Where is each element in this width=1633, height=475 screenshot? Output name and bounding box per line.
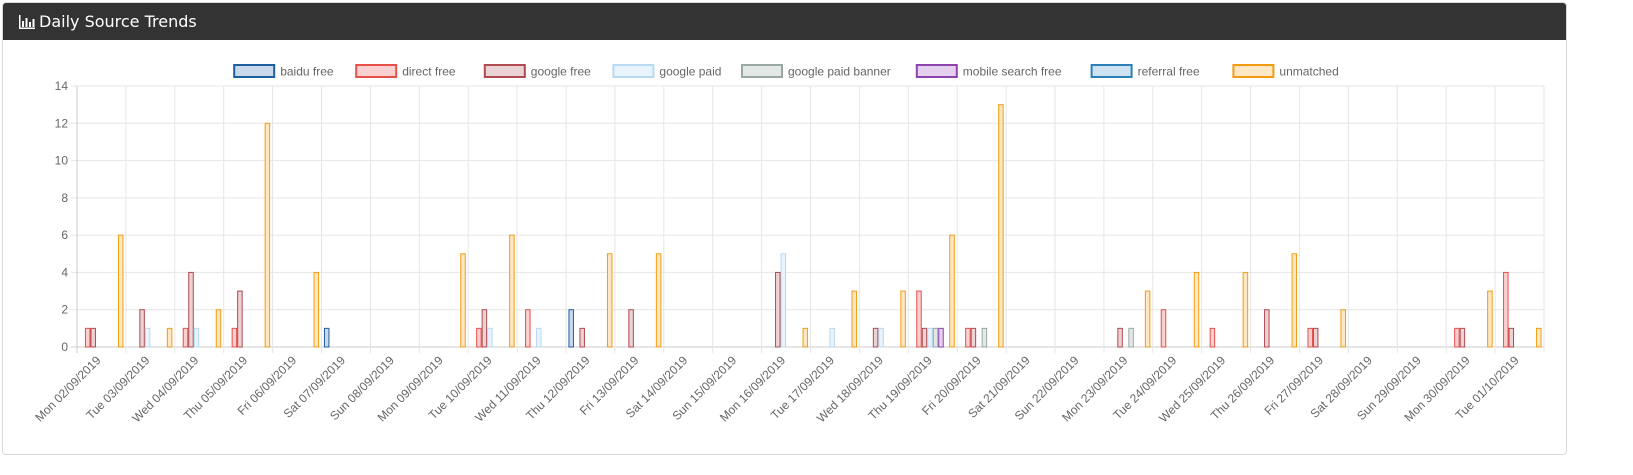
- bar: [323, 327, 330, 348]
- bar: [1117, 327, 1123, 348]
- bar: [1144, 290, 1151, 348]
- legend-swatch: [915, 64, 958, 78]
- legend-swatch: [1090, 64, 1133, 78]
- legend-label: mobile search free: [963, 65, 1062, 79]
- bar: [1193, 271, 1200, 348]
- y-tick-label: 8: [61, 191, 68, 205]
- bar: [460, 253, 466, 348]
- bar: [193, 327, 200, 348]
- legend-swatch: [483, 64, 526, 78]
- bar: [476, 327, 482, 348]
- bar: [264, 122, 271, 348]
- y-tick-label: 12: [55, 116, 69, 130]
- bar: [1487, 290, 1493, 348]
- bar: [775, 271, 781, 348]
- bar: [117, 234, 124, 348]
- bar: [1312, 327, 1319, 348]
- legend-label: google free: [531, 65, 591, 79]
- bar: [916, 290, 922, 348]
- legend-swatch: [741, 64, 783, 78]
- bar: [802, 327, 809, 348]
- legend-swatch: [612, 64, 655, 78]
- bar: [1209, 327, 1216, 348]
- legend-swatch: [355, 64, 398, 78]
- bar: [1128, 327, 1134, 348]
- bar: [851, 290, 857, 348]
- bar: [606, 253, 613, 348]
- bar: [949, 234, 955, 348]
- bar: [628, 309, 634, 348]
- bar-chart-icon: [19, 15, 35, 29]
- panel-title: Daily Source Trends: [39, 12, 197, 31]
- bar: [1503, 271, 1509, 348]
- bar: [536, 327, 542, 348]
- bar: [927, 327, 933, 348]
- y-tick-label: 4: [61, 265, 68, 279]
- bar: [1264, 309, 1270, 348]
- y-tick-label: 10: [55, 154, 69, 168]
- bar: [188, 271, 194, 348]
- bar: [237, 290, 243, 348]
- bar: [313, 271, 320, 348]
- bar: [1291, 253, 1298, 348]
- bar: [780, 253, 787, 348]
- bar: [525, 309, 531, 348]
- legend-label: google paid banner: [788, 65, 891, 79]
- legend-swatch: [1232, 64, 1275, 78]
- bar: [921, 327, 928, 348]
- legend-label: google paid: [659, 65, 721, 79]
- legend-label: baidu free: [280, 65, 334, 79]
- bar: [878, 327, 884, 348]
- bar: [829, 327, 835, 348]
- bar: [182, 327, 189, 348]
- bar: [90, 327, 96, 348]
- bar: [655, 253, 662, 348]
- bar: [1454, 327, 1460, 348]
- bar: [1340, 309, 1346, 348]
- bar: [981, 327, 988, 348]
- bar: [1536, 327, 1542, 348]
- bar: [900, 290, 906, 348]
- bar: [144, 327, 151, 348]
- bar: [166, 327, 173, 348]
- bar: [579, 327, 585, 348]
- legend-label: unmatched: [1279, 65, 1338, 79]
- bar: [215, 309, 222, 348]
- bar: [998, 104, 1004, 348]
- bar: [1459, 327, 1466, 348]
- legend-label: referral free: [1138, 65, 1200, 79]
- bar: [970, 327, 977, 348]
- y-tick-label: 6: [61, 228, 68, 242]
- y-tick-label: 0: [61, 340, 68, 354]
- bar: [481, 309, 488, 348]
- bar: [965, 327, 971, 348]
- bar: [1160, 309, 1167, 348]
- bar: [938, 327, 944, 348]
- bar: [568, 309, 574, 348]
- panel-header: Daily Source Trends: [3, 3, 1566, 40]
- y-tick-label: 14: [55, 79, 69, 93]
- y-tick-label: 2: [61, 303, 68, 317]
- bar: [1508, 327, 1515, 348]
- bar: [872, 327, 879, 348]
- bar: [84, 327, 91, 348]
- bar: [487, 327, 493, 348]
- bar: [231, 327, 238, 348]
- chart-panel: Daily Source Trends 0 2 4 6 8 10 12 14 Mon 02/09…: [2, 2, 1567, 455]
- bar: [932, 327, 939, 348]
- bar: [509, 234, 515, 348]
- bar: [139, 309, 145, 348]
- bar: [1307, 327, 1313, 348]
- bar: [1242, 271, 1249, 348]
- legend-swatch: [233, 64, 276, 78]
- legend-label: direct free: [402, 65, 456, 79]
